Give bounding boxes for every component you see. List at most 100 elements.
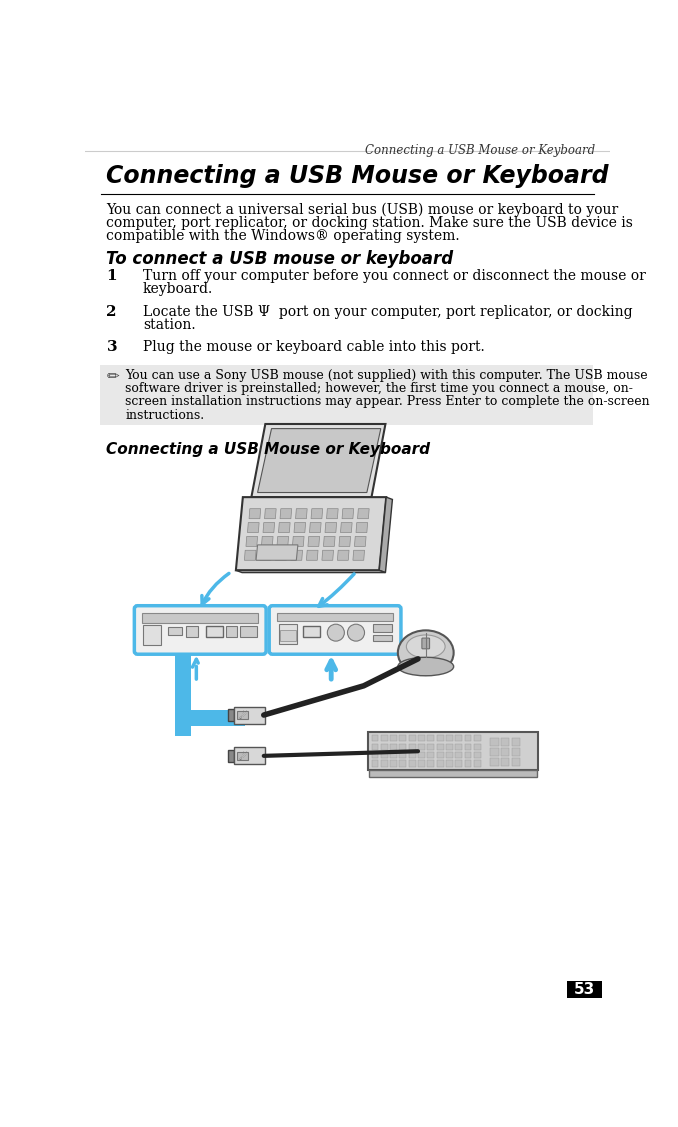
Polygon shape <box>322 550 334 560</box>
Ellipse shape <box>398 657 454 676</box>
Text: computer, port replicator, or docking station. Make sure the USB device is: computer, port replicator, or docking st… <box>106 216 633 230</box>
Text: compatible with the Windows® operating system.: compatible with the Windows® operating s… <box>106 229 460 243</box>
FancyBboxPatch shape <box>512 738 520 746</box>
Polygon shape <box>355 536 366 547</box>
FancyBboxPatch shape <box>455 744 462 749</box>
FancyBboxPatch shape <box>427 735 435 742</box>
Polygon shape <box>323 536 335 547</box>
Polygon shape <box>258 428 381 492</box>
FancyBboxPatch shape <box>474 752 481 758</box>
Text: screen installation instructions may appear. Press Enter to complete the on-scre: screen installation instructions may app… <box>125 396 650 408</box>
FancyBboxPatch shape <box>381 744 388 749</box>
Text: Connecting a USB Mouse or Keyboard: Connecting a USB Mouse or Keyboard <box>365 144 595 158</box>
FancyBboxPatch shape <box>205 625 222 637</box>
FancyBboxPatch shape <box>464 744 471 749</box>
Text: 1: 1 <box>106 269 117 283</box>
FancyBboxPatch shape <box>418 752 425 758</box>
Polygon shape <box>357 508 370 518</box>
FancyBboxPatch shape <box>280 630 296 641</box>
FancyBboxPatch shape <box>512 758 520 766</box>
Polygon shape <box>292 536 304 547</box>
FancyBboxPatch shape <box>418 744 425 749</box>
FancyBboxPatch shape <box>567 980 603 997</box>
Polygon shape <box>379 497 393 573</box>
FancyBboxPatch shape <box>372 752 378 758</box>
FancyBboxPatch shape <box>409 735 416 742</box>
Ellipse shape <box>406 635 445 658</box>
Polygon shape <box>327 508 338 518</box>
FancyBboxPatch shape <box>399 752 406 758</box>
FancyBboxPatch shape <box>176 653 191 736</box>
Text: Connecting a USB Mouse or Keyboard: Connecting a USB Mouse or Keyboard <box>106 442 431 456</box>
FancyBboxPatch shape <box>168 628 182 635</box>
Circle shape <box>348 624 365 641</box>
Ellipse shape <box>398 630 454 675</box>
FancyBboxPatch shape <box>446 735 453 742</box>
Text: Plug the mouse or keyboard cable into this port.: Plug the mouse or keyboard cable into th… <box>143 340 485 354</box>
Text: 53: 53 <box>574 982 595 996</box>
FancyBboxPatch shape <box>427 744 435 749</box>
FancyBboxPatch shape <box>455 761 462 766</box>
FancyBboxPatch shape <box>373 635 392 641</box>
FancyBboxPatch shape <box>418 735 425 742</box>
FancyBboxPatch shape <box>446 752 453 758</box>
Polygon shape <box>244 550 256 560</box>
FancyBboxPatch shape <box>501 748 509 756</box>
Polygon shape <box>309 523 321 533</box>
Text: instructions.: instructions. <box>125 409 204 421</box>
Text: 2: 2 <box>106 304 117 319</box>
FancyBboxPatch shape <box>490 758 498 766</box>
FancyBboxPatch shape <box>228 749 235 762</box>
FancyBboxPatch shape <box>399 735 406 742</box>
Polygon shape <box>236 497 386 570</box>
FancyBboxPatch shape <box>390 752 397 758</box>
FancyBboxPatch shape <box>455 752 462 758</box>
Polygon shape <box>280 508 292 518</box>
Polygon shape <box>275 550 287 560</box>
FancyBboxPatch shape <box>186 625 198 637</box>
FancyBboxPatch shape <box>474 735 481 742</box>
Text: software driver is preinstalled; however, the first time you connect a mouse, on: software driver is preinstalled; however… <box>125 382 633 396</box>
FancyBboxPatch shape <box>367 733 538 771</box>
Polygon shape <box>246 536 258 547</box>
Text: station.: station. <box>143 318 195 331</box>
FancyBboxPatch shape <box>372 735 378 742</box>
FancyBboxPatch shape <box>446 761 453 766</box>
FancyBboxPatch shape <box>427 761 435 766</box>
Polygon shape <box>263 523 275 533</box>
FancyBboxPatch shape <box>373 624 392 632</box>
FancyBboxPatch shape <box>372 744 378 749</box>
Text: ☄: ☄ <box>239 752 247 762</box>
FancyBboxPatch shape <box>409 752 416 758</box>
Polygon shape <box>277 536 289 547</box>
FancyBboxPatch shape <box>409 761 416 766</box>
FancyBboxPatch shape <box>390 744 397 749</box>
FancyBboxPatch shape <box>490 738 498 746</box>
FancyBboxPatch shape <box>228 709 235 721</box>
Polygon shape <box>247 523 259 533</box>
FancyBboxPatch shape <box>464 752 471 758</box>
FancyBboxPatch shape <box>512 748 520 756</box>
FancyBboxPatch shape <box>142 613 258 622</box>
FancyBboxPatch shape <box>303 625 320 637</box>
Text: Turn off your computer before you connect or disconnect the mouse or: Turn off your computer before you connec… <box>143 269 645 283</box>
FancyBboxPatch shape <box>269 605 401 654</box>
FancyBboxPatch shape <box>372 761 378 766</box>
FancyBboxPatch shape <box>279 624 297 645</box>
Polygon shape <box>236 570 386 573</box>
Polygon shape <box>338 550 349 560</box>
Polygon shape <box>262 536 273 547</box>
FancyBboxPatch shape <box>381 761 388 766</box>
FancyBboxPatch shape <box>370 771 536 777</box>
FancyBboxPatch shape <box>437 735 443 742</box>
Polygon shape <box>353 550 365 560</box>
FancyBboxPatch shape <box>427 752 435 758</box>
Text: 3: 3 <box>106 340 117 354</box>
FancyBboxPatch shape <box>399 761 406 766</box>
Polygon shape <box>339 536 351 547</box>
FancyBboxPatch shape <box>237 711 248 719</box>
Text: You can use a Sony USB mouse (not supplied) with this computer. The USB mouse: You can use a Sony USB mouse (not suppli… <box>125 370 647 382</box>
Text: ✏: ✏ <box>106 370 119 384</box>
Polygon shape <box>252 424 386 497</box>
FancyBboxPatch shape <box>233 707 264 724</box>
